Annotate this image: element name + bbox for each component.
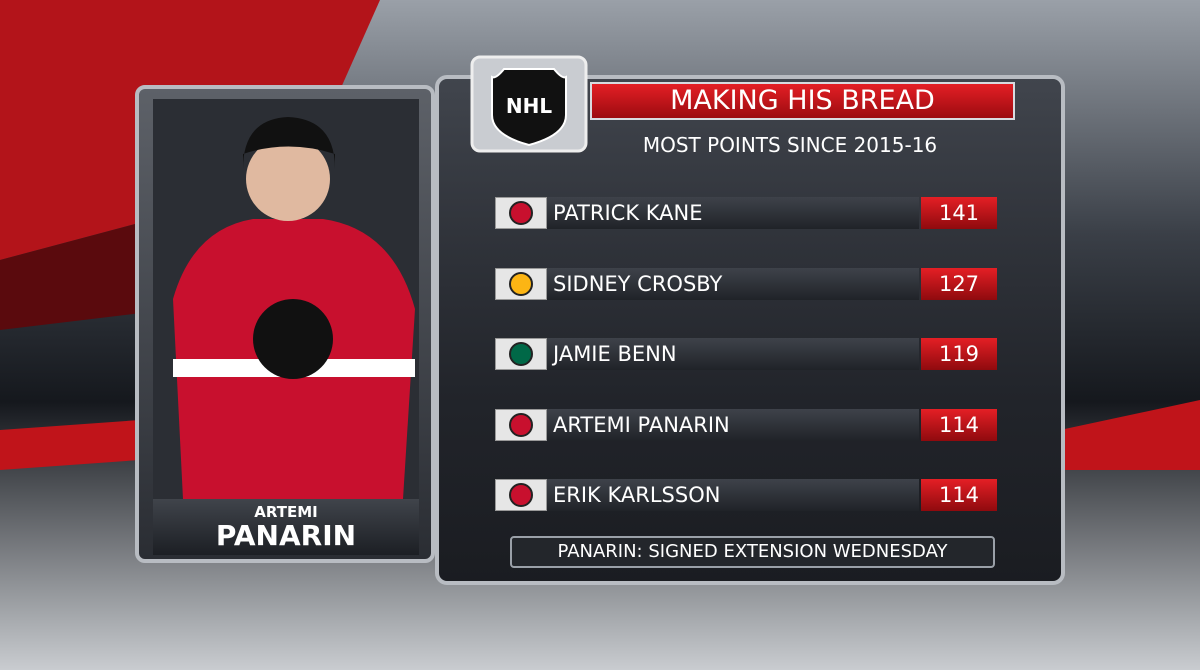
team-logo — [495, 479, 547, 511]
points: 141 — [921, 197, 997, 229]
player-photo — [153, 99, 419, 499]
player-row: JAMIE BENN 119 — [495, 338, 997, 370]
first-name: ARTEMI — [254, 503, 318, 521]
player-row: SIDNEY CROSBY 127 — [495, 267, 997, 300]
subtitle: MOST POINTS SINCE 2015-16 — [642, 133, 938, 157]
points: 114 — [921, 479, 997, 511]
name-plate: ARTEMI PANARIN — [153, 499, 419, 555]
last-name: PANARIN — [215, 519, 357, 552]
player-name: PATRICK KANE — [547, 197, 919, 229]
player-name: ERIK KARLSSON — [547, 479, 919, 511]
player-row: PATRICK KANE 141 — [495, 197, 997, 229]
points: 119 — [921, 338, 997, 370]
player-row: ARTEMI PANARIN 114 — [495, 408, 997, 441]
red-streak — [1060, 400, 1200, 470]
red-streak — [0, 420, 140, 470]
logo-text: NHL — [506, 94, 552, 118]
team-logo — [495, 338, 547, 370]
points: 114 — [921, 408, 997, 441]
team-logo — [495, 197, 547, 229]
team-logo — [495, 408, 547, 441]
player-name: ARTEMI PANARIN — [547, 408, 919, 441]
footer: PANARIN: SIGNED EXTENSION WEDNESDAY — [510, 536, 995, 568]
title: MAKING HIS BREAD — [590, 82, 1015, 120]
player-row: ERIK KARLSSON 114 — [495, 479, 997, 511]
player-name: JAMIE BENN — [547, 338, 919, 370]
team-logo — [495, 267, 547, 300]
player-card: ARTEMI PANARIN — [135, 85, 435, 563]
nhl-logo: NHL — [470, 55, 588, 153]
points: 127 — [921, 267, 997, 300]
player-name: SIDNEY CROSBY — [547, 267, 919, 300]
